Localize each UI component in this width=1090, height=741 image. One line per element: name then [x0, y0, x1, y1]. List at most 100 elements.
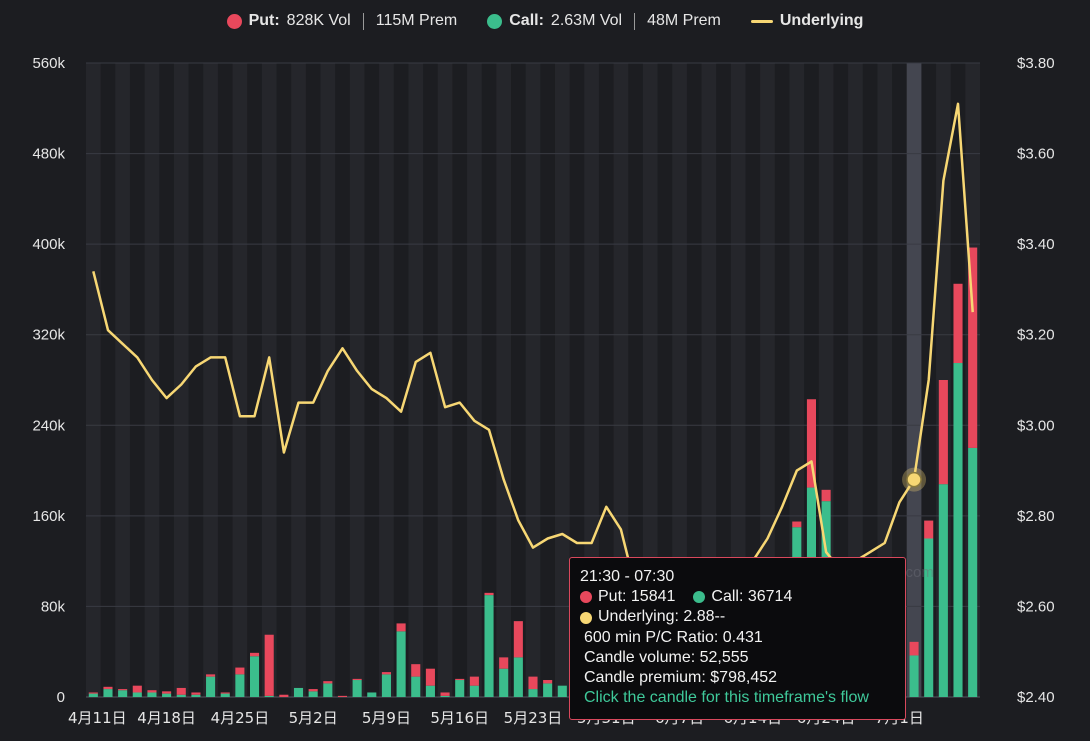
call-bar[interactable] — [132, 692, 142, 697]
call-bar[interactable] — [367, 692, 377, 697]
put-bar[interactable] — [499, 657, 509, 669]
put-bar[interactable] — [425, 668, 435, 686]
timeframe-band — [730, 63, 746, 697]
call-bar[interactable] — [206, 676, 216, 697]
put-bar[interactable] — [118, 689, 128, 691]
call-bar[interactable] — [147, 692, 157, 697]
put-bar[interactable] — [924, 520, 934, 539]
timeframe-band — [496, 63, 512, 697]
call-bar[interactable] — [293, 687, 304, 697]
put-bar[interactable] — [337, 695, 348, 697]
put-bar[interactable] — [396, 623, 406, 632]
call-bar[interactable] — [528, 689, 538, 697]
put-bar[interactable] — [821, 489, 831, 502]
y-left-tick-label: 560k — [32, 55, 65, 72]
put-bar[interactable] — [103, 686, 113, 690]
put-bar[interactable] — [249, 652, 260, 657]
put-bar[interactable] — [264, 634, 274, 696]
call-bar[interactable] — [513, 657, 523, 697]
call-bar[interactable] — [484, 595, 494, 697]
call-bar[interactable] — [103, 689, 113, 697]
call-bar[interactable] — [953, 363, 963, 697]
timeframe-band — [291, 63, 306, 697]
call-bar[interactable] — [499, 668, 509, 697]
put-bar[interactable] — [323, 681, 333, 684]
legend-call-separator — [634, 12, 636, 30]
put-bar[interactable] — [147, 690, 157, 693]
call-bar[interactable] — [352, 680, 362, 697]
put-dot-icon — [226, 13, 242, 29]
timeframe-band — [437, 63, 453, 697]
tooltip-call-dot-icon — [693, 591, 706, 604]
call-bar[interactable] — [968, 447, 978, 697]
put-bar[interactable] — [352, 678, 362, 681]
put-bar[interactable] — [162, 691, 172, 694]
call-bar[interactable] — [425, 685, 435, 697]
call-bar[interactable] — [938, 484, 948, 697]
timeframe-band — [320, 63, 336, 697]
put-bar[interactable] — [279, 694, 289, 697]
put-bar[interactable] — [132, 685, 142, 693]
put-bar[interactable] — [88, 692, 98, 694]
call-bar[interactable] — [176, 694, 186, 697]
put-bar[interactable] — [513, 621, 523, 658]
put-bar[interactable] — [191, 692, 201, 695]
put-bar[interactable] — [176, 687, 186, 695]
put-bar[interactable] — [455, 678, 465, 681]
put-bar[interactable] — [806, 399, 817, 488]
y-right-tick-label: $2.60 — [1017, 598, 1055, 615]
call-bar[interactable] — [235, 674, 245, 697]
timeframe-band — [261, 63, 277, 697]
legend-call[interactable]: Call: 2.63M Vol 48M Prem — [487, 12, 721, 30]
put-bar[interactable] — [938, 380, 948, 485]
call-bar[interactable] — [308, 691, 318, 697]
call-bar[interactable] — [323, 683, 333, 697]
timeframe-band — [379, 63, 394, 697]
put-bar[interactable] — [528, 676, 538, 690]
call-bar[interactable] — [264, 695, 274, 697]
call-bar[interactable] — [557, 685, 567, 697]
legend-put[interactable]: Put: 828K Vol 115M Prem — [226, 12, 457, 30]
put-bar[interactable] — [968, 247, 978, 448]
call-bar[interactable] — [88, 693, 98, 697]
put-bar[interactable] — [411, 664, 421, 677]
x-tick-label: 5月16日 — [430, 709, 489, 727]
timeframe-band — [86, 63, 101, 697]
y-left-tick-label: 0 — [57, 689, 65, 706]
call-bar[interactable] — [469, 685, 479, 697]
put-bar[interactable] — [440, 692, 450, 696]
put-bar[interactable] — [469, 676, 479, 686]
timeframe-band — [467, 63, 482, 697]
call-bar[interactable] — [924, 538, 934, 698]
put-bar[interactable] — [484, 592, 494, 596]
tooltip-candle-volume: Candle volume: 52,555 — [584, 648, 749, 666]
put-bar[interactable] — [206, 674, 216, 677]
put-bar[interactable] — [308, 689, 318, 692]
call-bar[interactable] — [381, 674, 391, 697]
call-bar[interactable] — [191, 694, 201, 697]
chart-legend: Put: 828K Vol 115M Prem Call: 2.63M Vol … — [0, 12, 1090, 30]
call-bar[interactable] — [249, 656, 260, 697]
call-bar[interactable] — [162, 693, 172, 697]
put-bar[interactable] — [543, 680, 553, 684]
put-bar[interactable] — [792, 521, 802, 528]
call-bar[interactable] — [440, 695, 450, 697]
y-right-tick-label: $3.00 — [1017, 417, 1055, 434]
call-bar[interactable] — [909, 655, 919, 697]
put-bar[interactable] — [235, 667, 245, 675]
call-bar[interactable] — [455, 680, 465, 697]
call-bar[interactable] — [396, 631, 406, 697]
timeframe-band — [672, 63, 687, 697]
call-bar[interactable] — [543, 683, 553, 697]
call-bar[interactable] — [220, 693, 230, 697]
put-bar[interactable] — [909, 641, 919, 656]
put-bar[interactable] — [220, 692, 230, 694]
call-bar[interactable] — [118, 690, 128, 697]
put-bar[interactable] — [381, 672, 391, 675]
y-right-tick-label: $3.20 — [1017, 327, 1055, 344]
legend-underlying[interactable]: Underlying — [750, 12, 863, 30]
put-bar[interactable] — [953, 283, 963, 364]
tooltip-flow-link[interactable]: Click the candle for this timeframe's fl… — [584, 689, 869, 707]
call-bar[interactable] — [411, 676, 421, 697]
